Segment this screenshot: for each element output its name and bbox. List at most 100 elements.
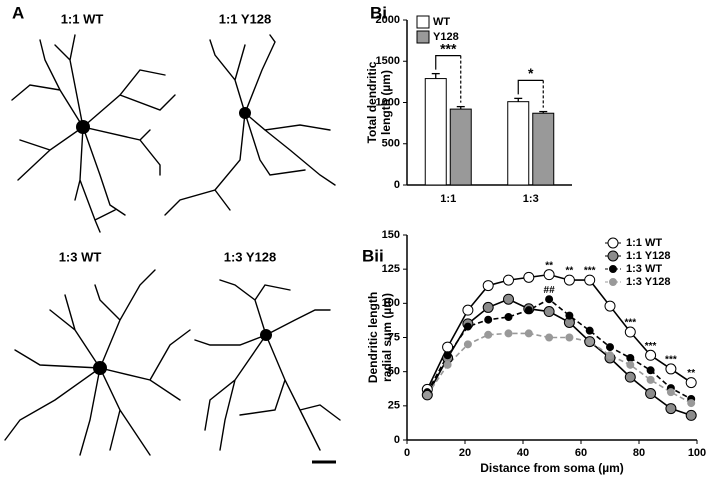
x-tick-label: 0 — [404, 447, 410, 459]
significance-label: *** — [645, 341, 657, 352]
data-point — [685, 409, 697, 421]
y-tick-label: 2000 — [376, 14, 400, 26]
data-point — [524, 306, 533, 315]
x-tick-label: 40 — [517, 447, 529, 459]
data-point — [687, 399, 696, 408]
data-point — [624, 371, 636, 383]
legend-marker — [609, 265, 617, 273]
data-point — [606, 343, 614, 352]
data-point — [584, 274, 596, 286]
cell-label: 1:3 Y128 — [224, 249, 277, 264]
y-axis-label: Dendritic length — [366, 292, 380, 383]
y-tick-label: 100 — [382, 297, 400, 309]
bar — [532, 112, 555, 186]
y-tick-label: 500 — [382, 138, 400, 150]
data-point — [484, 330, 493, 339]
significance-label: *** — [584, 266, 596, 277]
data-point — [545, 295, 554, 304]
x-tick-label: 20 — [459, 447, 471, 459]
data-point — [545, 333, 554, 342]
legend-label: 1:3 WT — [626, 263, 662, 275]
data-point — [504, 313, 513, 321]
data-point — [504, 329, 513, 338]
y-tick-label: 150 — [382, 229, 400, 241]
panel-label: A — [12, 3, 24, 22]
data-point — [482, 301, 494, 313]
cell-label: 1:1 Y128 — [219, 11, 272, 26]
data-point — [665, 403, 677, 415]
y-axis-label: length (µm) — [379, 70, 393, 135]
data-point — [503, 293, 514, 305]
y-tick-label: 25 — [388, 400, 400, 412]
x-axis-label: Distance from soma (µm) — [480, 461, 624, 475]
y-axis-label: Total dendritic — [365, 61, 379, 143]
data-point — [442, 341, 454, 353]
legend-swatch — [416, 15, 430, 29]
data-point — [666, 388, 675, 397]
legend-label: 1:1 Y128 — [626, 250, 670, 262]
neuron-tracing — [11, 34, 176, 233]
panel-label: Bii — [362, 246, 384, 265]
panel-label: Bi — [370, 3, 387, 22]
significance-label: *** — [665, 355, 677, 366]
legend-swatch — [416, 30, 430, 44]
legend-marker — [607, 250, 619, 262]
legend-marker — [607, 237, 619, 249]
bar — [507, 101, 530, 186]
data-point — [646, 366, 655, 375]
significance-label: ** — [687, 368, 695, 379]
data-point — [645, 349, 657, 361]
neuron-tracing — [194, 279, 341, 451]
data-point — [626, 354, 635, 362]
y-axis-label: radial sum (µm) — [380, 293, 394, 382]
legend-marker — [609, 278, 617, 286]
data-point — [523, 271, 535, 283]
y-tick-label: 75 — [388, 331, 400, 343]
significance-label: *** — [624, 318, 636, 329]
y-tick-label: 50 — [388, 366, 400, 378]
x-tick-label: 80 — [633, 447, 645, 459]
bar — [424, 78, 447, 186]
data-point — [443, 360, 452, 369]
legend-label: 1:1 WT — [626, 237, 662, 249]
data-point — [543, 306, 555, 318]
data-point — [543, 269, 555, 281]
y-tick-label: 1000 — [376, 96, 400, 108]
data-point — [463, 340, 472, 349]
data-point — [563, 274, 575, 286]
significance-bracket — [435, 55, 461, 70]
y-tick-label: 1500 — [376, 55, 400, 67]
significance-bracket — [517, 79, 544, 95]
cell-label: 1:1 WT — [61, 11, 104, 26]
data-point — [585, 337, 594, 346]
data-point — [606, 351, 614, 360]
data-point — [423, 390, 432, 399]
data-point — [443, 351, 452, 360]
x-tick-label: 100 — [688, 447, 706, 459]
neuron-tracing — [4, 269, 191, 456]
data-point — [462, 304, 474, 316]
bar — [449, 108, 472, 186]
y-tick-label: 125 — [382, 263, 400, 275]
significance-label: ## — [544, 285, 556, 296]
data-point — [565, 333, 574, 342]
data-point — [626, 360, 635, 369]
neuron-tracing — [164, 34, 336, 216]
x-tick-label: 1:1 — [440, 193, 456, 205]
x-tick-label: 60 — [575, 447, 587, 459]
significance-label: * — [528, 65, 534, 81]
significance-label: *** — [440, 40, 457, 56]
legend-label: Y128 — [433, 31, 459, 43]
y-tick-label: 0 — [394, 179, 400, 191]
legend-label: WT — [433, 16, 450, 28]
data-point — [484, 315, 493, 324]
data-point — [482, 280, 494, 292]
y-tick-label: 0 — [394, 434, 400, 446]
legend-label: 1:3 Y128 — [626, 276, 670, 288]
significance-label: ** — [566, 266, 574, 277]
data-point — [503, 274, 514, 286]
data-point — [604, 300, 616, 312]
data-point — [585, 326, 594, 335]
data-point — [645, 388, 657, 400]
